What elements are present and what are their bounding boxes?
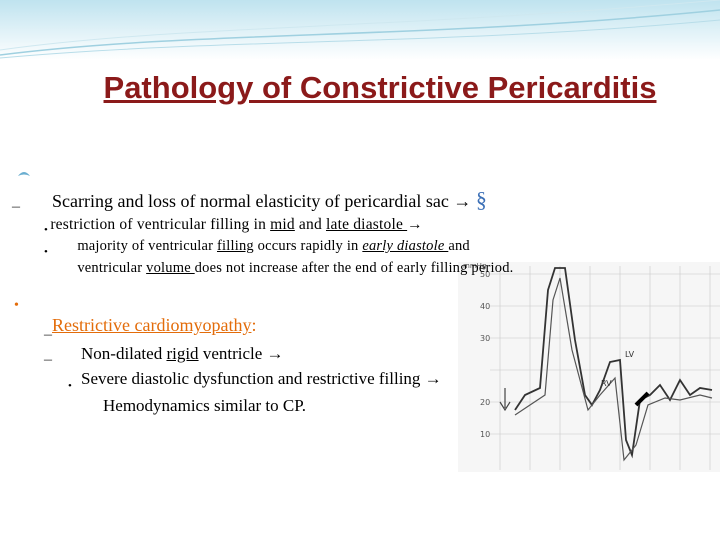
text: →	[407, 216, 423, 233]
text: Severe diastolic dysfunction and restric…	[81, 369, 442, 388]
bullet-marker: •	[68, 380, 72, 392]
text: filling	[217, 238, 254, 254]
text: majority of ventricular	[77, 238, 217, 254]
tracing-label: RV	[601, 379, 612, 388]
pressure-tracing: mmHg 50 40 30 20 10 LV RV	[458, 262, 720, 472]
text-line: Severe diastolic dysfunction and restric…	[64, 349, 442, 409]
dash-marker: –	[44, 351, 52, 368]
text: Non-dilated	[81, 344, 167, 363]
text: Hemodynamics similar to CP.	[103, 396, 307, 415]
bullet-marker: •	[44, 246, 48, 258]
text: late diastole	[325, 216, 408, 233]
text: ventricular	[77, 260, 147, 276]
bullet-icon	[18, 172, 30, 176]
text: mid	[270, 216, 295, 233]
bullet-marker: •	[14, 298, 19, 313]
tracing-tick: 10	[480, 430, 490, 439]
text: rigid	[166, 344, 199, 363]
text: early diastole	[362, 238, 449, 254]
tracing-tick: 50	[480, 270, 490, 279]
text-line: Scarring and loss of normal elasticity o…	[34, 166, 487, 234]
dash-marker: –	[12, 198, 20, 215]
tracing-label: LV	[625, 350, 635, 359]
text: and	[294, 216, 326, 233]
text-line: ventricular volume does not increase aft…	[62, 243, 513, 294]
text: ventricle →	[198, 344, 284, 363]
slide-title: Pathology of Constrictive Pericarditis	[103, 70, 657, 105]
text: occurs rapidly in	[253, 238, 363, 254]
tracing-tick: 30	[480, 334, 490, 343]
tracing-tick: 20	[480, 398, 490, 407]
tracing-unit: mmHg	[463, 262, 486, 270]
text-line: Restrictive cardiomyopathy:	[34, 294, 256, 357]
text-line: Non-dilated rigid ventricle →	[64, 324, 284, 384]
text: Restrictive cardiomyopathy	[52, 315, 252, 335]
dash-marker: –	[44, 326, 52, 343]
text-line: Hemodynamics similar to CP.	[86, 376, 306, 436]
text-line: majority of ventricular filling occurs r…	[62, 221, 470, 272]
text: restriction of ventricular filling in	[50, 216, 271, 233]
text: Scarring and loss of normal elasticity o…	[52, 191, 476, 211]
text: §	[475, 187, 487, 212]
text: :	[251, 315, 257, 335]
text: and	[448, 238, 470, 254]
text: volume	[146, 260, 195, 276]
text-line: restriction of ventricular filling in mi…	[34, 198, 423, 252]
text: does not increase after the end of early…	[194, 260, 514, 276]
bullet-marker: •	[44, 224, 48, 236]
tracing-tick: 40	[480, 302, 490, 311]
